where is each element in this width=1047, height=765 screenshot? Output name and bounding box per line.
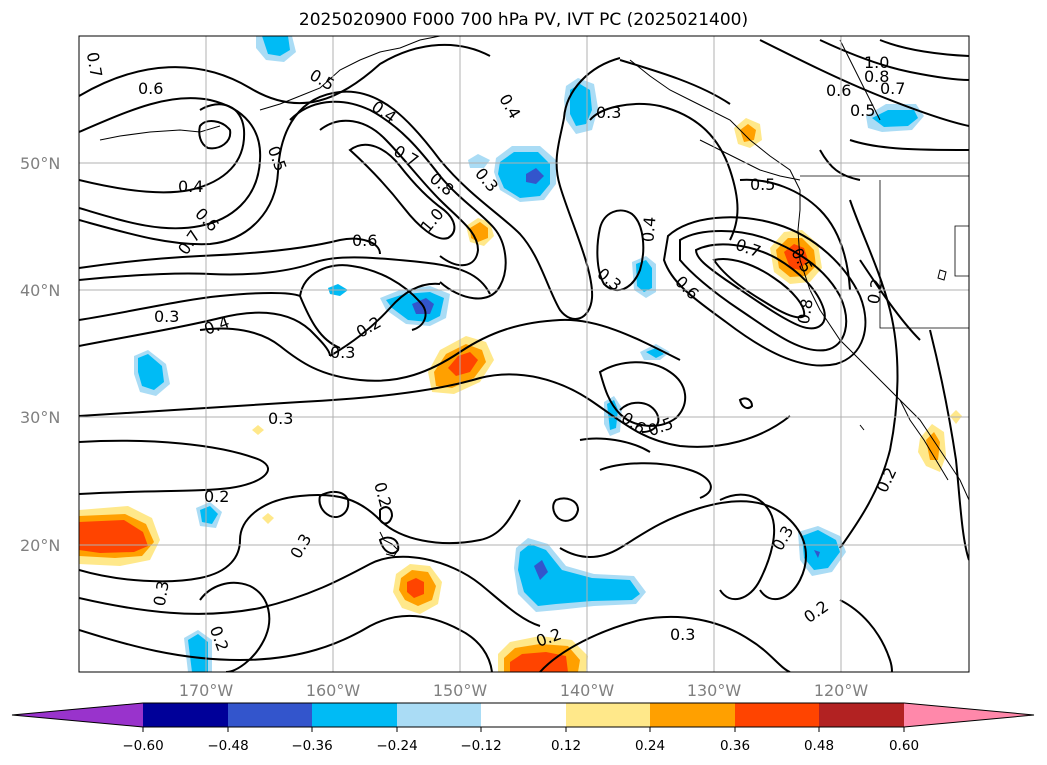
contour-label: 1.0 bbox=[864, 53, 889, 72]
contour-label: 0.3 bbox=[596, 103, 621, 122]
contour-label: 0.7 bbox=[83, 51, 106, 79]
lon-label-130w: 130°W bbox=[687, 681, 742, 700]
lon-axis: 170°W 160°W 150°W 140°W 130°W 120°W bbox=[179, 681, 869, 700]
colorbar-bin bbox=[481, 703, 566, 727]
colorbar-bin bbox=[397, 703, 481, 727]
colorbar-bin bbox=[228, 703, 312, 727]
lon-label-140w: 140°W bbox=[560, 681, 615, 700]
colorbar-bin bbox=[566, 703, 650, 727]
coastline-layer bbox=[99, 36, 969, 557]
map-frame bbox=[78, 35, 970, 673]
contour-layer bbox=[79, 39, 969, 672]
contour-label: 0.3 bbox=[268, 409, 293, 428]
contour-label: 0.6 bbox=[352, 231, 377, 250]
contour-label: 0.4 bbox=[638, 216, 659, 243]
colorbar-bin bbox=[735, 703, 819, 727]
colorbar-tick-label: −0.48 bbox=[207, 738, 248, 754]
colorbar: −0.60 −0.48 −0.36 −0.24 −0.12 0.12 0.24 … bbox=[11, 702, 1035, 754]
colorbar-tick-label: 0.36 bbox=[720, 738, 750, 754]
contour-label: 0.6 bbox=[826, 81, 851, 100]
lon-label-150w: 150°W bbox=[433, 681, 488, 700]
contour-label: 0.3 bbox=[670, 625, 695, 644]
colorbar-tick-label: −0.60 bbox=[122, 738, 163, 754]
gridlines bbox=[79, 36, 969, 672]
colorbar-tick-label: 0.24 bbox=[635, 738, 665, 754]
lon-label-120w: 120°W bbox=[814, 681, 869, 700]
lat-axis: 50°N 40°N 30°N 20°N bbox=[20, 154, 60, 555]
contour-label: 0.3 bbox=[330, 343, 355, 362]
colorbar-tick-label: −0.36 bbox=[291, 738, 332, 754]
colorbar-bin bbox=[819, 703, 904, 727]
colorbar-tick-label: 0.12 bbox=[551, 738, 581, 754]
contour-label: 0.7 bbox=[880, 79, 905, 98]
colorbar-tick-label: 0.48 bbox=[804, 738, 834, 754]
colorbar-extend-max bbox=[904, 703, 1034, 727]
contour-label: 0.2 bbox=[864, 277, 887, 305]
contour-label: 0.3 bbox=[154, 307, 179, 326]
contour-label: 0.5 bbox=[750, 175, 775, 194]
lon-label-170w: 170°W bbox=[179, 681, 234, 700]
contour-label: 0.2 bbox=[204, 487, 229, 506]
contour-label: 0.5 bbox=[850, 101, 875, 120]
lat-label-40n: 40°N bbox=[20, 281, 60, 300]
contour-label: 0.4 bbox=[178, 177, 203, 196]
colorbar-bin bbox=[143, 703, 228, 727]
lat-label-50n: 50°N bbox=[20, 154, 60, 173]
colorbar-bin bbox=[650, 703, 735, 727]
border-layer bbox=[800, 175, 969, 329]
contour-label: 0.6 bbox=[138, 79, 163, 98]
colorbar-extend-min bbox=[12, 703, 143, 727]
map-panel[interactable]: 0.7 0.6 0.5 0.4 0.5 0.3 0.4 0.7 0.8 1.0 … bbox=[79, 36, 969, 672]
page-title: 2025020900 F000 700 hPa PV, IVT PC (2025… bbox=[298, 10, 749, 30]
colorbar-tick-label: −0.12 bbox=[460, 738, 501, 754]
shading-layer bbox=[79, 36, 962, 672]
contour-label: 0.3 bbox=[150, 579, 173, 607]
lat-label-20n: 20°N bbox=[20, 536, 60, 555]
lon-label-160w: 160°W bbox=[306, 681, 361, 700]
colorbar-bin bbox=[312, 703, 397, 727]
contour-label: 0.8 bbox=[864, 67, 889, 86]
lat-label-30n: 30°N bbox=[20, 408, 60, 427]
contour-label: 0.8 bbox=[794, 297, 817, 325]
colorbar-tick-label: 0.60 bbox=[889, 738, 919, 754]
colorbar-tick-label: −0.24 bbox=[376, 738, 417, 754]
